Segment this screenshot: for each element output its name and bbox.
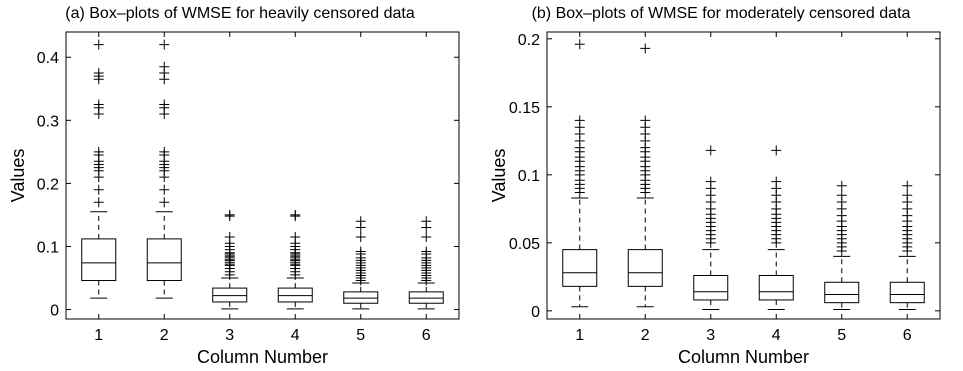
outlier-marker	[93, 39, 104, 50]
x-axis-label: Column Number	[678, 347, 809, 367]
chart-title: (a) Box–plots of WMSE for heavily censor…	[65, 5, 415, 22]
x-tick-label: 2	[160, 327, 169, 344]
y-tick-label: 0.1	[37, 239, 59, 256]
outlier-marker	[421, 232, 432, 242]
x-tick-label: 1	[94, 327, 103, 344]
y-axis-label: Values	[489, 149, 509, 203]
x-tick-label: 6	[422, 327, 431, 344]
box-iqr	[562, 249, 598, 287]
outlier-marker	[355, 232, 366, 242]
y-tick-label: 0.2	[518, 32, 540, 49]
outlier-marker	[159, 39, 170, 50]
x-tick-label: 4	[772, 327, 781, 344]
outlier-marker	[421, 216, 432, 227]
x-tick-label: 3	[225, 327, 234, 344]
outlier-marker	[574, 115, 585, 126]
outlier-marker	[421, 246, 432, 257]
outlier-marker	[290, 232, 301, 242]
box-iqr	[81, 238, 117, 282]
outlier-marker	[355, 216, 366, 227]
outlier-marker	[93, 184, 104, 195]
outlier-marker	[159, 197, 170, 208]
y-tick-label: 0.2	[37, 176, 59, 193]
y-tick-label: 0.4	[37, 50, 59, 67]
box-iqr	[693, 274, 729, 301]
y-tick-label: 0.15	[509, 100, 540, 117]
y-tick-label: 0	[50, 303, 59, 320]
outlier-marker	[705, 176, 716, 187]
x-tick-label: 1	[575, 327, 584, 344]
x-tick-label: 6	[903, 327, 912, 344]
x-tick-label: 5	[356, 327, 365, 344]
outlier-marker	[93, 197, 104, 208]
x-tick-label: 3	[706, 327, 715, 344]
outlier-marker	[640, 43, 651, 54]
x-tick-label: 4	[291, 327, 300, 344]
outlier-marker	[771, 145, 782, 156]
outlier-marker	[93, 99, 104, 110]
y-tick-label: 0.3	[37, 113, 59, 130]
box-iqr	[889, 281, 925, 304]
outlier-marker	[355, 246, 366, 257]
box-iqr	[627, 249, 663, 287]
boxplot-chart-b: 0 0.05 0.1 0.15 0.2 1 2 3 4 5 6 Column Number Values	[489, 31, 941, 367]
outlier-marker	[224, 232, 235, 242]
box-iqr	[824, 281, 860, 304]
x-tick-label: 2	[641, 327, 650, 344]
chart-panel-a: (a) Box–plots of WMSE for heavily censor…	[0, 0, 480, 371]
outlier-marker	[771, 176, 782, 187]
outlier-marker	[705, 145, 716, 156]
plot-frame	[65, 31, 460, 320]
outlier-marker	[93, 146, 104, 157]
outlier-marker	[902, 190, 913, 201]
box-iqr	[343, 291, 379, 304]
y-tick-label: 0	[531, 304, 540, 321]
outlier-marker	[902, 180, 913, 191]
x-axis-label: Column Number	[197, 347, 328, 367]
outlier-marker	[574, 39, 585, 50]
box-iqr	[277, 287, 313, 303]
x-tick-label: 5	[837, 327, 846, 344]
chart-panel-b: (b) Box–plots of WMSE for moderately cen…	[481, 0, 961, 371]
y-tick-label: 0.1	[518, 168, 540, 185]
outlier-marker	[159, 99, 170, 110]
plot-frame	[546, 31, 941, 320]
boxplot-chart-a: 0 0.1 0.2 0.3 0.4 1 2 3 4 5 6 Column Number Values	[8, 31, 460, 367]
outlier-marker	[836, 180, 847, 191]
box-iqr	[408, 291, 444, 304]
y-axis-label: Values	[8, 149, 28, 203]
box-iqr	[146, 238, 182, 282]
outlier-marker	[159, 61, 170, 72]
outlier-marker	[836, 190, 847, 201]
outlier-marker	[93, 68, 104, 78]
box-iqr	[758, 274, 794, 301]
outlier-marker	[290, 209, 301, 220]
outlier-marker	[159, 146, 170, 157]
box-iqr	[212, 287, 248, 303]
outlier-marker	[159, 184, 170, 195]
outlier-marker	[640, 115, 651, 126]
y-tick-label: 0.05	[509, 236, 540, 253]
chart-title: (b) Box–plots of WMSE for moderately cen…	[531, 5, 911, 22]
outlier-marker	[224, 209, 235, 220]
